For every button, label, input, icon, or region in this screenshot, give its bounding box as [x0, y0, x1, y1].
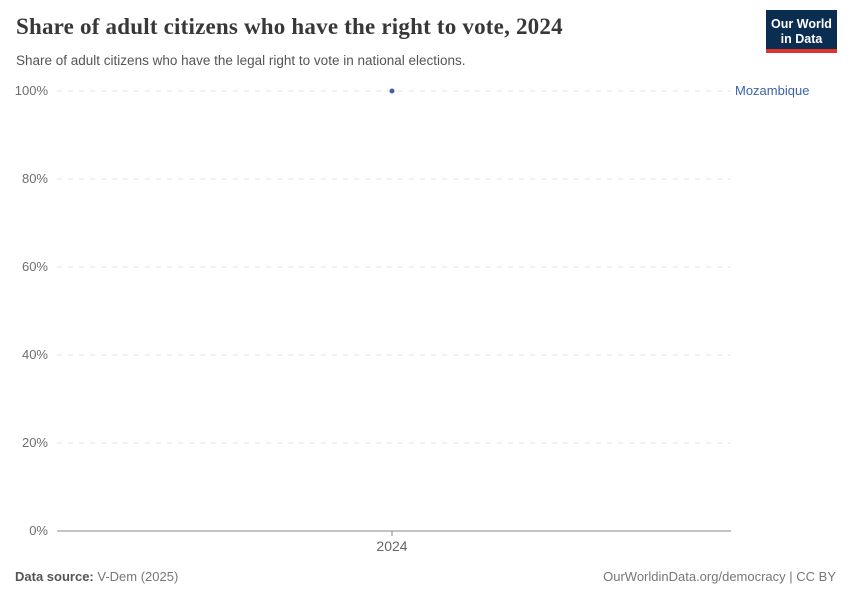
chart-title: Share of adult citizens who have the rig…	[16, 14, 563, 39]
y-axis-tick-label: 60%	[21, 259, 48, 274]
owid-logo: Our World in Data	[766, 10, 837, 53]
y-axis-tick-label: 80%	[21, 171, 48, 186]
footer-citation-link[interactable]: OurWorldinData.org/democracy | CC BY	[603, 569, 836, 584]
owid-logo-line1: Our World	[771, 16, 832, 31]
x-axis-tick-label: 2024	[376, 538, 408, 554]
y-axis-tick-label: 40%	[21, 347, 48, 362]
data-source: Data source: V-Dem (2025)	[15, 569, 178, 584]
chart-subtitle: Share of adult citizens who have the leg…	[16, 53, 466, 68]
entity-label-mozambique[interactable]: Mozambique	[735, 83, 810, 98]
data-source-value: V-Dem (2025)	[93, 569, 179, 584]
data-point-mozambique[interactable]	[389, 88, 395, 94]
y-axis-tick-label: 20%	[21, 435, 48, 450]
data-source-label: Data source:	[15, 569, 94, 584]
y-axis-tick-label: 100%	[14, 83, 48, 98]
y-axis-tick-label: 0%	[29, 523, 48, 538]
owid-logo-line2: in Data	[780, 31, 823, 46]
